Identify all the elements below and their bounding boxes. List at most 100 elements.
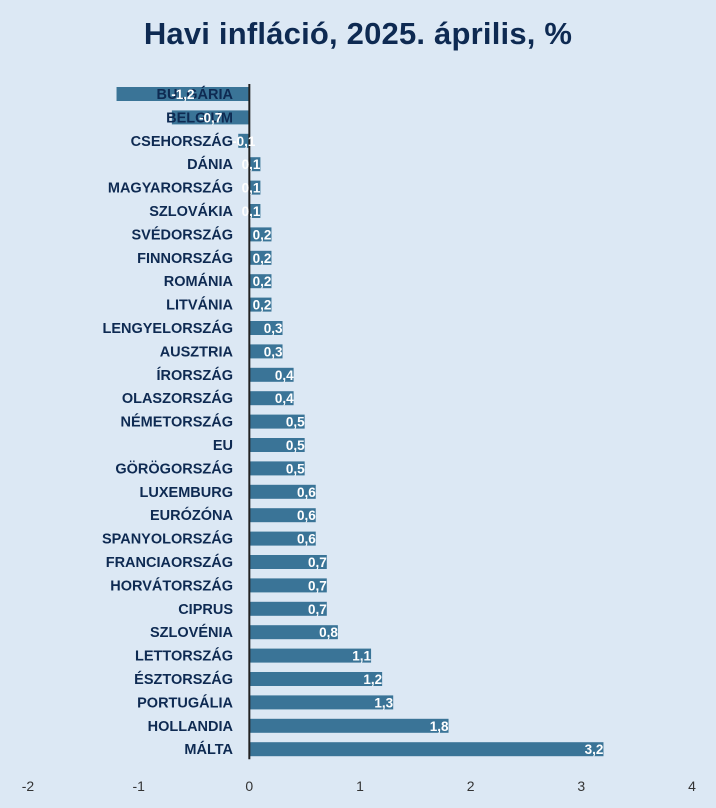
bar-23 [249,625,338,640]
category-label-2: CSEHORSZÁG [131,133,233,150]
category-label-24: LETTORSZÁG [135,648,233,665]
category-label-28: MÁLTA [184,741,233,758]
value-label-1: -0,7 [199,110,222,125]
value-label-5: 0,1 [242,204,261,219]
value-label-17: 0,6 [297,485,316,500]
bar-10 [249,321,283,335]
category-label-13: OLASZORSZÁG [122,390,233,407]
category-label-11: AUSZTRIA [160,344,234,360]
category-label-6: SVÉDORSZÁG [131,226,233,243]
bar-4 [249,180,261,195]
bar-9 [249,297,272,312]
value-label-13: 0,4 [275,391,294,406]
bar-5 [249,204,261,218]
category-label-21: HORVÁTORSZÁG [110,577,233,594]
bar-28 [249,742,604,757]
category-label-10: LENGYELORSZÁG [102,320,233,337]
value-label-22: 0,7 [308,602,327,617]
bar-8 [249,274,272,289]
value-label-11: 0,3 [264,344,283,359]
category-label-14: NÉMETORSZÁG [120,414,233,431]
value-label-24: 1,1 [352,649,371,664]
category-label-18: EURÓZÓNA [150,506,234,524]
value-label-20: 0,7 [308,555,327,570]
category-label-26: PORTUGÁLIA [137,694,233,711]
value-label-26: 1,3 [374,695,393,710]
value-label-15: 0,5 [286,438,305,453]
category-label-23: SZLOVÉNIA [150,624,234,641]
value-label-12: 0,4 [275,368,294,383]
category-label-3: DÁNIA [187,156,233,173]
category-label-7: FINNORSZÁG [137,250,233,267]
category-label-0: BULGÁRIA [156,86,233,103]
value-label-27: 1,8 [430,719,449,734]
category-label-17: LUXEMBURG [140,485,233,501]
x-tick-label-3: 1 [356,778,364,794]
category-label-20: FRANCIAORSZÁG [106,554,233,571]
x-tick-label-2: 0 [245,778,253,794]
bar-22 [249,601,327,616]
bar-7 [249,250,272,265]
bar-24 [249,648,372,663]
bar-21 [249,578,327,593]
category-label-12: ÍRORSZÁG [156,367,233,384]
value-label-21: 0,7 [308,578,327,593]
bar-1 [171,110,250,125]
value-label-10: 0,3 [264,321,283,336]
value-label-28: 3,2 [585,742,604,757]
value-label-18: 0,6 [297,508,316,523]
value-label-3: 0,1 [242,157,261,172]
category-label-9: LITVÁNIA [166,297,233,314]
bar-13 [249,391,294,406]
bar-18 [249,508,316,523]
bars-layer [116,84,604,760]
x-tick-label-6: 4 [688,778,696,794]
bar-15 [249,438,305,452]
bar-2 [238,133,250,148]
x-tick-label-4: 2 [467,778,475,794]
bar-16 [249,461,305,476]
category-label-19: SPANYOLORSZÁG [102,531,233,548]
bar-25 [249,672,383,686]
value-label-8: 0,2 [253,274,272,289]
value-label-4: 0,1 [242,181,261,196]
value-label-9: 0,2 [253,298,272,313]
category-label-25: ÉSZTORSZÁG [134,671,233,688]
category-label-22: CIPRUS [178,602,233,618]
bar-0 [116,87,250,101]
value-label-23: 0,8 [319,625,338,640]
category-label-1: BELGIUM [166,110,233,126]
bar-26 [249,695,394,710]
bar-17 [249,484,316,499]
x-tick-label-5: 3 [577,778,585,794]
bar-6 [249,227,272,242]
bar-11 [249,344,283,359]
x-tick-label-1: -1 [132,778,145,794]
category-label-5: SZLOVÁKIA [149,203,233,220]
value-label-14: 0,5 [286,415,305,430]
value-label-2: -0,1 [232,134,256,149]
x-axis-ticks: -2 -1 0 1 2 3 4 [22,778,696,794]
category-label-4: MAGYARORSZÁG [108,180,233,197]
bar-27 [249,718,449,733]
bar-12 [249,367,294,382]
category-label-16: GÖRÖGORSZÁG [115,460,233,477]
bar-19 [249,531,316,546]
value-label-6: 0,2 [253,227,272,242]
labels-layer: BULGÁRIA-1,2 BELGIUM-0,7 CSEHORSZÁG -0,1 DÁN… [102,86,604,758]
category-label-27: HOLLANDIA [148,719,234,735]
value-label-16: 0,5 [286,461,305,476]
value-label-7: 0,2 [253,251,272,266]
category-label-8: ROMÁNIA [164,273,234,290]
x-tick-label-0: -2 [22,778,35,794]
category-label-15: EU [213,438,233,454]
bar-14 [249,414,305,429]
value-label-19: 0,6 [297,532,316,547]
bar-3 [249,157,261,172]
value-label-0: -1,2 [171,87,194,102]
bar-20 [249,555,327,569]
value-label-25: 1,2 [363,672,382,687]
chart-title: Havi infláció, 2025. április, % [143,16,573,51]
